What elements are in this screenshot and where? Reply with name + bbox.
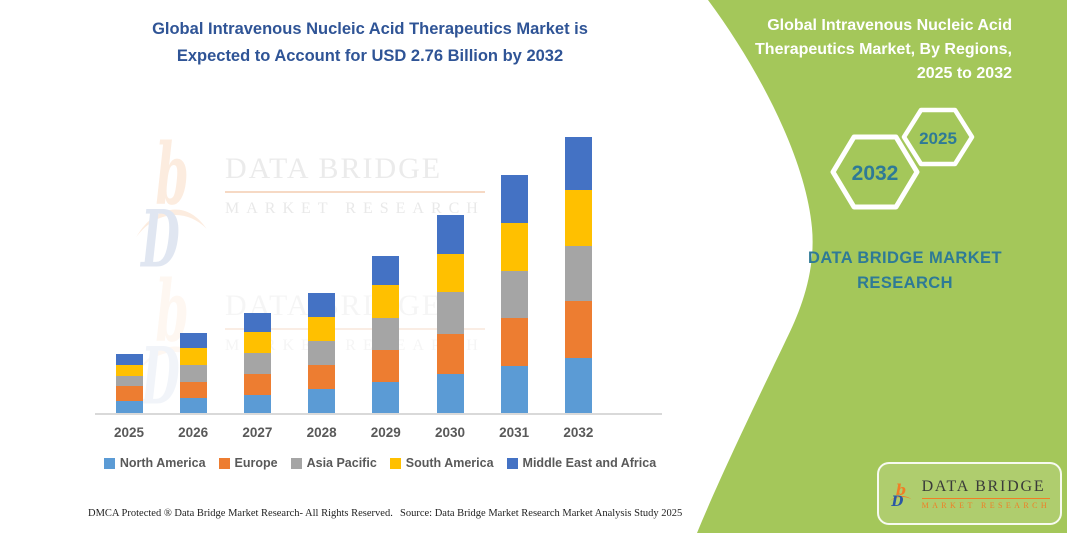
bar-segment-2028-north-america	[308, 389, 336, 413]
logo-badge: DATA BRIDGE MARKET RESEARCH	[877, 462, 1062, 525]
bar-segment-2030-asia-pacific	[436, 292, 464, 334]
databridge-logo-icon	[889, 481, 912, 510]
bar-segment-2027-europe	[243, 374, 271, 395]
footer-source: Source: Data Bridge Market Research Mark…	[400, 508, 683, 519]
legend-swatch-icon	[103, 457, 115, 469]
legend-swatch-icon	[290, 457, 302, 469]
x-axis-label: 2028	[306, 425, 337, 440]
side-panel-brand-line2: RESEARCH	[857, 274, 953, 292]
hexagon-2025	[901, 107, 975, 167]
bar-segment-2026-middle-east-and-africa	[179, 333, 207, 348]
side-panel-brand-text: DATA BRIDGE MARKET RESEARCH	[790, 246, 1020, 296]
x-axis-label: 2026	[178, 425, 209, 440]
footer-copyright: DMCA Protected ® Data Bridge Market Rese…	[88, 508, 393, 519]
bar-segment-2028-asia-pacific	[308, 341, 336, 365]
legend-label: South America	[405, 456, 494, 470]
legend-item: North America	[103, 456, 206, 470]
bar-segment-2028-middle-east-and-africa	[308, 293, 336, 317]
legend-swatch-icon	[218, 457, 230, 469]
side-panel-shape	[697, 0, 1067, 533]
side-panel-title-line2: Therapeutics Market, By Regions,	[755, 41, 1012, 58]
logo-brand-title: DATA BRIDGE	[921, 477, 1046, 495]
bar-segment-2032-europe	[564, 301, 592, 358]
bar-segment-2029-south-america	[372, 285, 400, 318]
bar-segment-2027-south-america	[243, 332, 271, 353]
bar-segment-2026-south-america	[179, 348, 207, 365]
side-panel-title: Global Intravenous Nucleic Acid Therapeu…	[712, 14, 1012, 86]
logo-badge-text: DATA BRIDGE MARKET RESEARCH	[921, 477, 1050, 510]
bar-segment-2029-north-america	[372, 382, 400, 413]
bar-segment-2027-asia-pacific	[243, 353, 271, 374]
bar-segment-2025-north-america	[115, 401, 143, 413]
bar-segment-2031-middle-east-and-africa	[500, 175, 528, 223]
logo-brand-subtitle: MARKET RESEARCH	[921, 500, 1050, 510]
bar-segment-2025-south-america	[115, 365, 143, 376]
bar-segment-2030-middle-east-and-africa	[436, 215, 464, 254]
legend-item: Europe	[218, 456, 278, 470]
bar-segment-2030-north-america	[436, 374, 464, 413]
bar-segment-2025-europe	[115, 386, 143, 401]
x-axis-label: 2031	[499, 425, 530, 440]
side-panel-brand-line1: DATA BRIDGE MARKET	[808, 249, 1002, 267]
bar-segment-2032-middle-east-and-africa	[564, 137, 592, 190]
bar-segment-2030-south-america	[436, 254, 464, 292]
chart-title-line2: Expected to Account for USD 2.76 Billion…	[176, 47, 564, 65]
chart-title: Global Intravenous Nucleic Acid Therapeu…	[60, 16, 680, 70]
x-axis-label: 2029	[370, 425, 401, 440]
bar-segment-2028-south-america	[308, 317, 336, 341]
side-panel-title-line1: Global Intravenous Nucleic Acid	[767, 17, 1012, 34]
hexagon-2032	[830, 134, 920, 210]
bar-segment-2026-asia-pacific	[179, 365, 207, 382]
legend-swatch-icon	[506, 457, 518, 469]
legend-swatch-icon	[389, 457, 401, 469]
legend-item: Middle East and Africa	[506, 456, 657, 470]
x-axis-label: 2025	[113, 425, 145, 440]
legend-label: Europe	[234, 456, 278, 470]
hexagon-2025-label: 2025	[919, 129, 957, 148]
bar-segment-2031-asia-pacific	[500, 271, 528, 318]
bar-segment-2031-south-america	[500, 223, 528, 271]
plot-area: 2025 2026 2027 2028 2029 2030 2031 2032	[95, 137, 662, 440]
chart-title-line1: Global Intravenous Nucleic Acid Therapeu…	[152, 20, 588, 38]
bar-segment-2032-south-america	[564, 190, 592, 246]
side-panel-title-line3: 2025 to 2032	[916, 65, 1012, 82]
hexagon-2032-label: 2032	[852, 162, 899, 185]
legend: North America Europe Asia Pacific South Ame…	[70, 456, 690, 470]
bar-segment-2025-middle-east-and-africa	[115, 354, 143, 365]
hexagon-badges: 2025 2032	[830, 107, 975, 210]
legend-label: Asia Pacific	[306, 456, 377, 470]
bar-segment-2028-europe	[308, 365, 336, 389]
bar-segment-2027-north-america	[243, 395, 271, 413]
legend-item: South America	[389, 456, 494, 470]
bar-segment-2031-europe	[500, 318, 528, 366]
x-axis-label: 2030	[434, 425, 466, 440]
bar-segment-2032-north-america	[564, 358, 592, 413]
x-axis-line	[95, 413, 662, 415]
x-axis-label: 2032	[563, 425, 594, 440]
legend-label: North America	[119, 456, 206, 470]
bar-segment-2032-asia-pacific	[564, 246, 592, 301]
bar-segment-2030-europe	[436, 334, 464, 374]
x-axis-label: 2027	[242, 425, 273, 440]
bar-segment-2029-middle-east-and-africa	[372, 256, 400, 285]
legend-item: Asia Pacific	[290, 456, 377, 470]
bar-segment-2026-north-america	[179, 398, 207, 413]
bar-segment-2027-middle-east-and-africa	[243, 313, 271, 332]
bar-segment-2029-europe	[372, 350, 400, 382]
legend-label: Middle East and Africa	[522, 456, 657, 470]
logo-divider	[921, 497, 1050, 499]
bar-segment-2031-north-america	[500, 366, 528, 413]
bar-segment-2029-asia-pacific	[372, 318, 400, 350]
bar-segment-2026-europe	[179, 382, 207, 398]
bar-segment-2025-asia-pacific	[115, 376, 143, 386]
